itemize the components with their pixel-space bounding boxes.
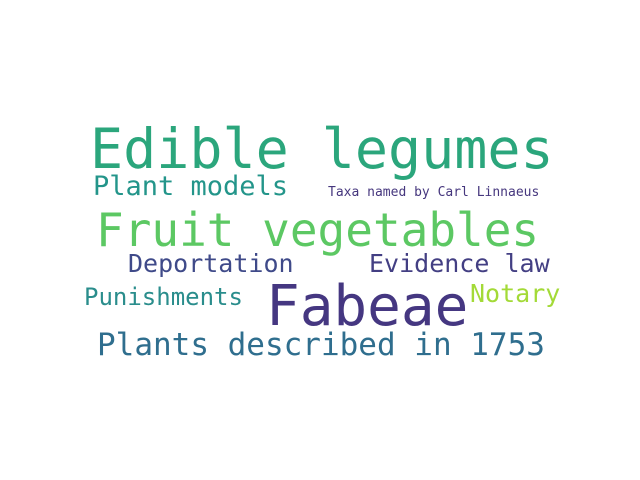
- word-deportation: Deportation: [128, 249, 294, 278]
- word-edible-legumes: Edible legumes: [90, 117, 554, 181]
- word-taxa-named-by-carl-linnaeus: Taxa named by Carl Linnaeus: [328, 185, 540, 200]
- word-punishments: Punishments: [84, 283, 243, 311]
- word-fabeae: Fabeae: [266, 274, 469, 339]
- word-evidence-law: Evidence law: [369, 249, 550, 278]
- word-fruit-vegetables: Fruit vegetables: [96, 203, 540, 257]
- word-notary: Notary: [470, 279, 561, 308]
- word-plant-models: Plant models: [93, 171, 289, 202]
- word-plants-described-in-1753: Plants described in 1753: [97, 327, 545, 363]
